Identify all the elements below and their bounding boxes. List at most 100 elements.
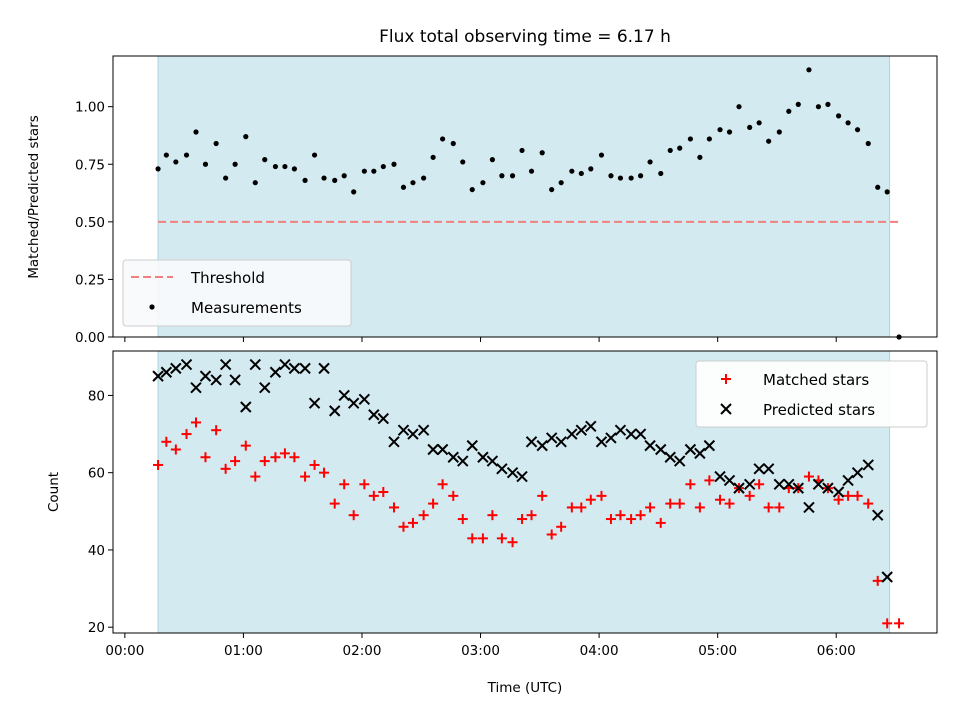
predicted-star-point [329,405,341,417]
matched-star-point [626,514,637,525]
predicted-star-point [536,439,548,452]
measurement-point [450,140,456,147]
measurement-point [825,101,831,107]
measurement-point [806,67,812,73]
predicted-star-point [516,470,528,483]
matched-star-point [496,533,507,544]
x-tick-label: 03:00 [461,643,500,659]
measurement-point [321,175,327,181]
matched-star-point [211,425,222,436]
bottom-legend: Matched stars Predicted stars [695,360,928,428]
matched-star-point [250,471,261,482]
measurement-point [232,161,238,167]
matched-star-point [596,490,607,501]
measurement-point [884,189,890,195]
matched-star-point [526,510,537,521]
predicted-star-point [477,451,489,463]
bottom-plot-marks [152,358,905,629]
matched-star-point [153,459,164,470]
legend-matched-swatch [721,374,731,384]
predicted-star-point [358,393,371,405]
matched-star-point [259,456,270,467]
predicted-star-point [506,466,519,479]
matched-star-point [615,510,626,521]
measurement-point [578,170,584,177]
x-tick-label: 04:00 [580,643,619,659]
measurement-point [706,136,712,142]
predicted-star-point [180,358,193,371]
predicted-star-point [210,374,222,386]
measurement-point [697,154,703,160]
top-y-tick-label: 1.00 [75,100,105,116]
measurement-point [667,147,673,154]
predicted-star-point [832,486,845,498]
matched-star-point [576,502,587,513]
matched-star-point [220,463,231,474]
matched-star-point [437,479,448,490]
measurement-point [845,120,851,126]
legend-predicted-label: Predicted stars [763,401,875,419]
matched-star-point [763,502,774,513]
measurement-point [202,161,209,167]
matched-star-point [467,533,478,544]
bottom-y-axis-label: Count [46,472,62,512]
predicted-star-point [812,478,825,490]
predicted-star-point [842,474,854,487]
predicted-star-point [851,466,864,479]
legend-predicted-swatch [720,403,732,415]
measurement-point [213,140,219,147]
predicted-star-point [703,439,716,452]
predicted-star-point [259,381,271,394]
bottom-legend-box [695,360,928,428]
matched-star-point [487,510,498,521]
predicted-star-point [229,374,241,386]
matched-star-point [407,517,418,528]
predicted-star-point [585,420,597,433]
top-y-tick-label: 0.25 [75,272,105,288]
bottom-y-tick-label: 20 [88,620,105,636]
measurement-point [835,113,842,119]
legend-matched-label: Matched stars [763,371,869,389]
matched-star-point [704,475,715,486]
predicted-star-point [249,358,261,371]
predicted-star-point [279,358,291,371]
measurement-point [291,166,297,172]
matched-star-point [715,494,726,505]
predicted-star-point [368,409,380,421]
predicted-star-point [803,501,815,514]
measurement-point [380,163,386,170]
measurement-point [539,150,545,156]
matched-star-point [418,510,429,521]
measurement-point [677,145,683,151]
predicted-star-point [377,412,390,425]
predicted-star-point [714,470,726,483]
measurement-point [262,157,268,163]
predicted-star-point [664,451,676,463]
matched-star-point [694,502,705,513]
predicted-star-point [674,455,686,467]
predicted-star-point [575,424,588,436]
predicted-star-point [743,478,756,490]
matched-star-point [359,479,370,490]
measurement-point [747,124,753,131]
legend-measurements-swatch [149,304,155,310]
matched-star-point [882,618,893,629]
predicted-star-point [407,428,419,440]
matched-star-point [803,471,814,482]
measurement-point [499,173,505,179]
predicted-star-point [862,459,874,471]
measurement-point [617,175,624,181]
measurement-point [341,173,347,179]
predicted-star-point [338,389,350,402]
measurement-point [865,140,871,147]
predicted-star-point [190,381,202,394]
predicted-star-point [299,362,311,375]
matched-star-point [585,494,596,505]
predicted-star-point [605,432,617,444]
measurement-point [519,147,525,154]
measurement-point [440,136,446,142]
matched-star-point [368,490,379,501]
measurement-point [332,177,338,183]
predicted-star-point [733,482,745,494]
matched-star-point [388,502,399,513]
